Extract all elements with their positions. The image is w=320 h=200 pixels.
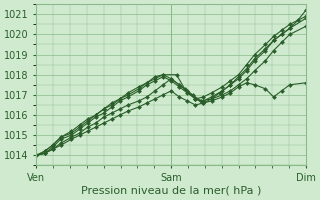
- X-axis label: Pression niveau de la mer( hPa ): Pression niveau de la mer( hPa ): [81, 186, 261, 196]
